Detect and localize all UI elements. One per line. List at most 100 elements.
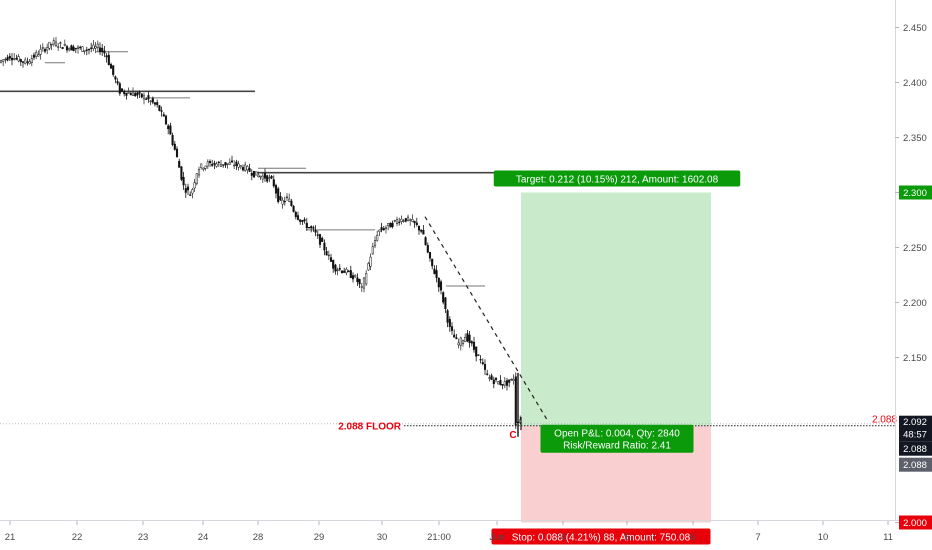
position-zones[interactable] xyxy=(521,192,711,523)
candle-body xyxy=(43,49,47,52)
candle-body xyxy=(404,218,407,222)
candle-body xyxy=(184,188,187,193)
candle-body xyxy=(338,268,341,270)
price-tag[interactable] xyxy=(899,185,932,200)
candle-body xyxy=(450,326,454,331)
price-tag[interactable] xyxy=(899,457,932,472)
target-label-text: Target: 0.212 (10.15%) 212, Amount: 1602… xyxy=(516,175,719,186)
candle-body xyxy=(301,220,304,222)
floor-group[interactable]: 2.088 FLOOR 2.088 C xyxy=(0,415,897,441)
candle-body xyxy=(314,229,317,233)
candle-body xyxy=(305,222,308,229)
candle-body xyxy=(351,275,355,280)
candle-body xyxy=(129,93,132,96)
candle-body xyxy=(384,227,388,229)
candle-body xyxy=(382,228,385,231)
candle-body xyxy=(96,43,99,48)
candle-body xyxy=(334,264,337,272)
candle-body xyxy=(107,54,110,65)
candle-body xyxy=(466,333,469,342)
candle-body xyxy=(180,166,183,180)
candle-body xyxy=(428,252,432,259)
time-tick-label: 4 xyxy=(560,532,565,543)
candle-body xyxy=(222,164,225,166)
candle-body xyxy=(420,229,423,232)
candle-body xyxy=(461,340,465,345)
candle-body xyxy=(457,342,460,346)
candle-body xyxy=(202,167,205,170)
candle-body xyxy=(373,240,377,247)
candle-body xyxy=(376,234,379,241)
candle-body xyxy=(307,227,311,229)
candle-body xyxy=(30,58,33,63)
candle-body xyxy=(215,163,218,167)
candle-body xyxy=(270,176,273,179)
wave-c-label: C xyxy=(509,430,516,441)
target-label[interactable]: Target: 0.212 (10.15%) 212, Amount: 1602… xyxy=(493,170,741,187)
profit-zone[interactable] xyxy=(521,192,711,426)
candle-body xyxy=(367,263,370,271)
candle-body xyxy=(391,222,394,227)
candle-body xyxy=(200,163,203,168)
candle-body xyxy=(402,220,405,222)
candle-body xyxy=(459,337,462,346)
price-tag[interactable] xyxy=(899,515,932,530)
candle-body xyxy=(32,54,36,58)
candle-body xyxy=(116,81,119,84)
stop-label-text: Stop: 0.088 (4.21%) 88, Amount: 750.08 xyxy=(512,533,691,544)
candle-body xyxy=(6,57,9,61)
candle-body xyxy=(85,49,88,51)
candle-body xyxy=(288,198,291,202)
candle-body xyxy=(123,91,126,94)
candle-body xyxy=(79,46,82,49)
candle-body xyxy=(365,273,368,285)
candle-body xyxy=(371,246,374,255)
candle-body xyxy=(15,58,18,60)
candle-body xyxy=(134,93,137,97)
time-tick-label: 30 xyxy=(377,532,388,543)
candle-body xyxy=(424,237,427,246)
candle-body xyxy=(325,251,328,256)
candle-body xyxy=(48,41,51,49)
candle-body xyxy=(145,98,148,100)
candle-body xyxy=(340,270,344,274)
candle-body xyxy=(261,175,264,180)
candle-body xyxy=(226,163,229,165)
candle-body xyxy=(299,219,302,222)
candle-body xyxy=(446,310,449,323)
position-labels[interactable]: Target: 0.212 (10.15%) 212, Amount: 1602… xyxy=(491,170,741,545)
candle-body xyxy=(83,50,86,52)
candle-body xyxy=(195,173,198,184)
candle-body xyxy=(217,161,220,164)
price-tick-label: 2.200 xyxy=(903,298,927,309)
candle-body xyxy=(316,234,319,236)
candle-body xyxy=(244,164,247,171)
price-tick-label: 2.300 xyxy=(903,188,927,199)
candle-body xyxy=(206,161,209,167)
candle-body xyxy=(213,162,216,165)
candle-body xyxy=(204,165,207,169)
price-tick-label: 2.450 xyxy=(903,23,927,34)
price-axis[interactable]: 2.450 2.400 2.350 2.300 2.250 2.200 2.150 2.000… xyxy=(895,23,932,530)
candle-body xyxy=(101,47,104,52)
candle-body xyxy=(224,162,227,166)
candle-body xyxy=(514,376,517,426)
candle-body xyxy=(444,297,447,310)
stop-label[interactable]: Stop: 0.088 (4.21%) 88, Amount: 750.08 xyxy=(491,528,711,545)
candle-body xyxy=(360,286,363,288)
last-price-tag[interactable] xyxy=(899,415,932,442)
candle-body xyxy=(90,47,93,49)
candle-body xyxy=(13,58,16,60)
candle-body xyxy=(160,110,163,112)
candle-body xyxy=(50,43,53,46)
price-tag[interactable] xyxy=(899,441,932,456)
candle-body xyxy=(19,59,22,63)
candle-body xyxy=(127,92,130,94)
candle-body xyxy=(153,102,157,105)
candle-body xyxy=(136,92,139,96)
candle-body xyxy=(510,378,513,381)
pnl-label-text: Risk/Reward Ratio: 2.41 xyxy=(563,441,671,452)
time-axis[interactable]: 21 22 23 24 28 29 30 21:00 Jun 4 5 6 7 10 11 xyxy=(5,521,893,543)
